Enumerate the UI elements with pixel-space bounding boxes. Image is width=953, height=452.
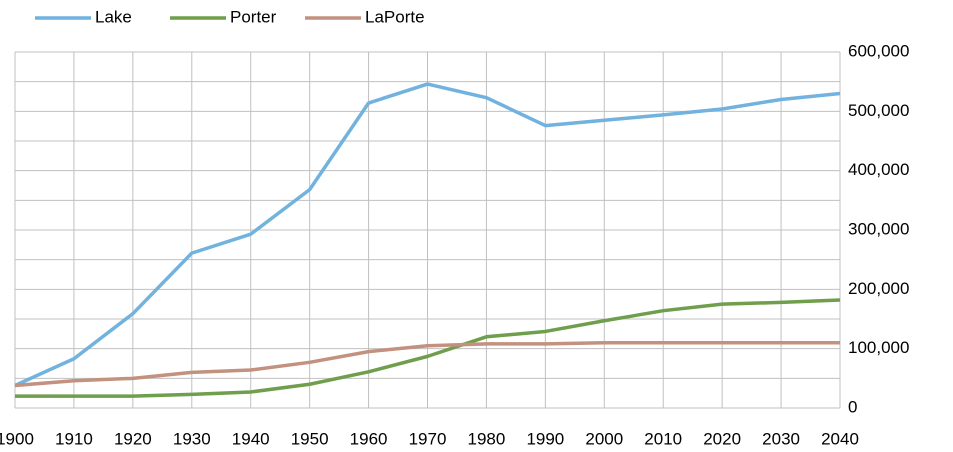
y-tick-label: 100,000: [848, 338, 909, 357]
x-tick-label: 1950: [291, 429, 329, 448]
x-tick-label: 2020: [703, 429, 741, 448]
x-tick-label: 1920: [114, 429, 152, 448]
y-tick-label: 0: [848, 397, 857, 416]
x-tick-label: 2000: [585, 429, 623, 448]
x-tick-label: 1970: [409, 429, 447, 448]
series-line: [15, 298, 841, 398]
x-tick-label: 2010: [644, 429, 682, 448]
y-tick-label: 200,000: [848, 279, 909, 298]
x-tick-label: 1960: [350, 429, 388, 448]
x-tick-label: 1930: [173, 429, 211, 448]
y-tick-label: 400,000: [848, 160, 909, 179]
x-tick-label: 1900: [0, 429, 34, 448]
x-tick-label: 1910: [55, 429, 93, 448]
x-tick-label: 2030: [762, 429, 800, 448]
x-tick-label: 2040: [821, 429, 859, 448]
x-tick-label: 1980: [468, 429, 506, 448]
x-tick-label: 1940: [232, 429, 270, 448]
y-tick-label: 500,000: [848, 101, 909, 120]
x-tick-label: 1990: [526, 429, 564, 448]
y-tick-label: 300,000: [848, 219, 909, 238]
series-line: [14, 340, 840, 388]
series-line: [14, 82, 841, 388]
legend-label: Porter: [230, 7, 277, 26]
legend-label: LaPorte: [365, 7, 425, 26]
y-tick-label: 600,000: [848, 41, 909, 60]
legend-label: Lake: [95, 7, 132, 26]
